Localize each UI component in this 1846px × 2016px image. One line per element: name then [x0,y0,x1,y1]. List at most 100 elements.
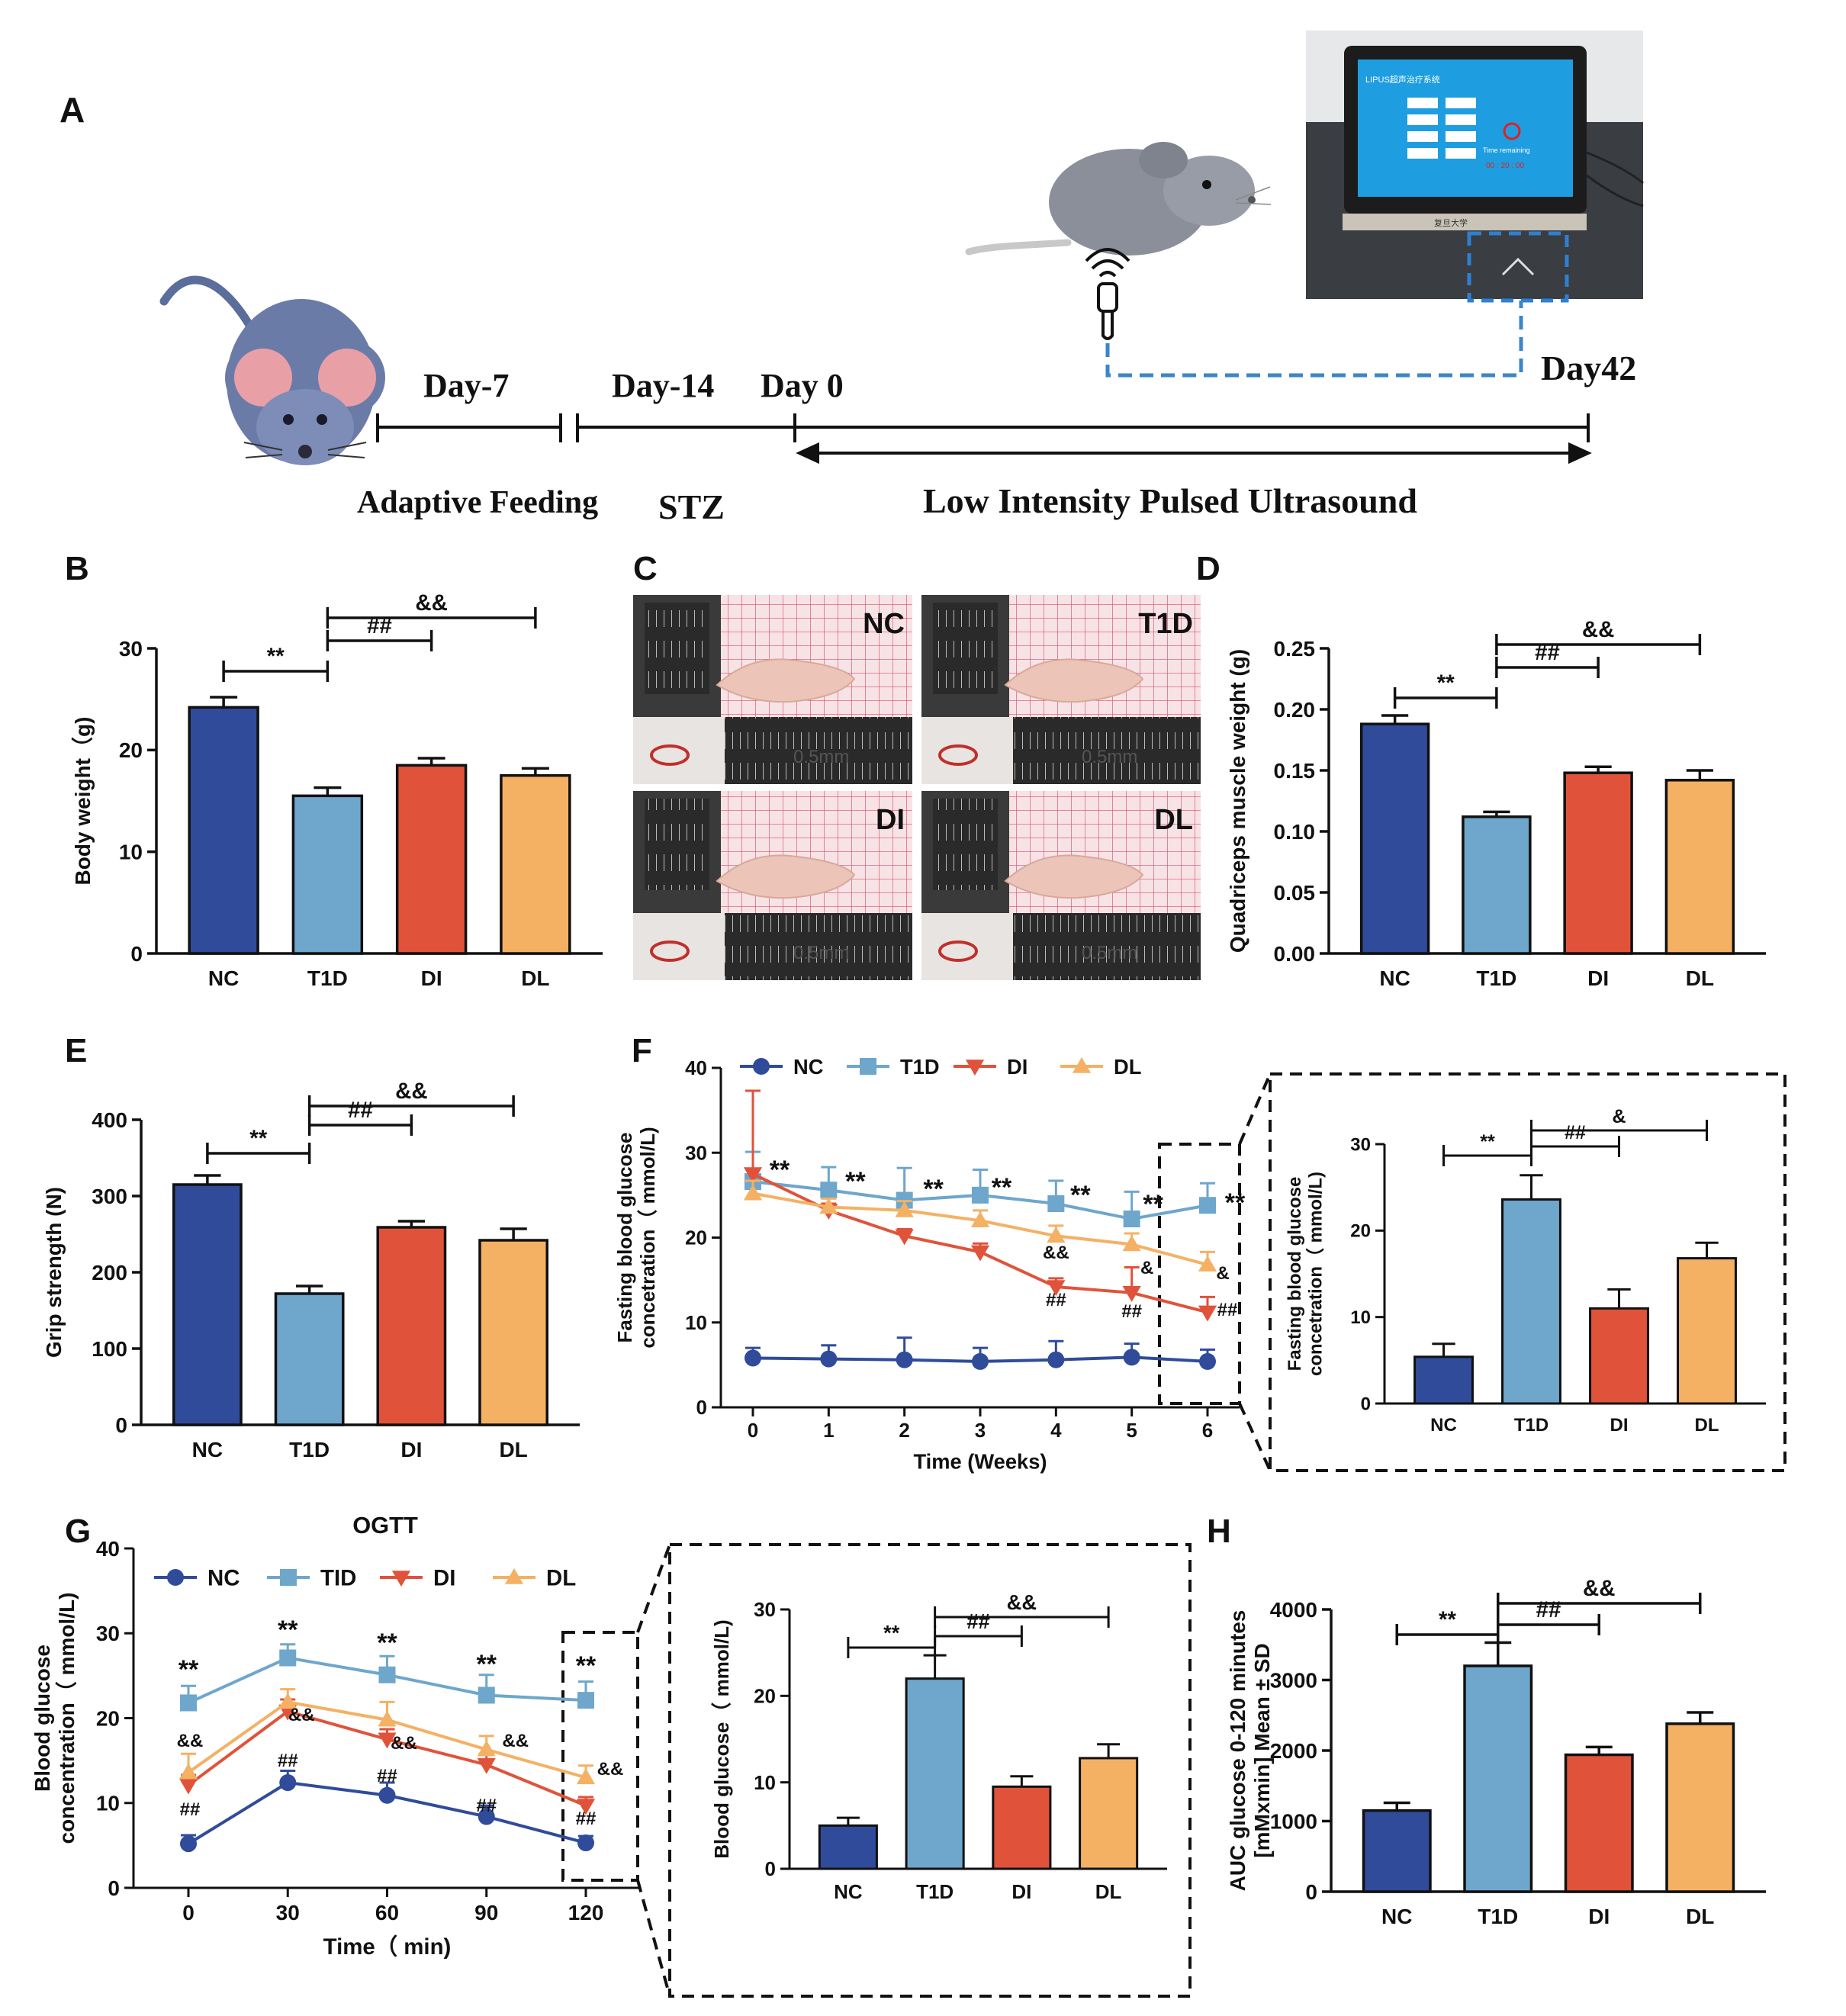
x-tick-label: 0 [748,1419,758,1442]
chart-title: OGTT [352,1512,418,1539]
x-tick-label: DI [1011,1880,1031,1903]
point-marker [820,1350,838,1368]
x-tick-label: T1D [1514,1415,1549,1436]
legend-item-nc: NC [154,1566,240,1591]
point-marker [278,1693,297,1709]
significance-bracket [206,1143,311,1164]
label-phase-adaptive: Adaptive Feeding [357,485,598,520]
point-marker [504,1567,524,1584]
photo-scale-label: 0.5mm [1082,747,1137,767]
lipus-device-photo: LIPUS超声治疗系统 Time remaining 00 : 20 : 00 … [1306,31,1644,303]
panel-a: A [59,31,1644,526]
legend-label: DL [1114,1055,1141,1079]
significance-bracket [307,1095,515,1117]
x-tick-label: 0 [182,1901,195,1924]
muscle-sample [1004,658,1144,703]
significance-bracket [1497,1614,1600,1635]
significance-bracket [307,1114,413,1136]
y-axis-label: concentration（ mmol/L) [54,1593,79,1844]
point-marker [378,1710,397,1727]
point-annotation: ** [178,1655,199,1684]
chart-g: 0 10 20 30 40 Blood glucose concentration（ mmo… [31,1512,641,1960]
x-tick-label: NC [1430,1415,1457,1436]
y-axis-label: [mMxmin] Mean ± SD [1250,1643,1274,1857]
x-tick-label: DI [1588,1905,1610,1928]
y-tick-label: 0.05 [1274,881,1316,905]
label-day0: Day 0 [761,367,844,404]
y-tick-label: 3000 [1270,1668,1317,1692]
bar-di [395,764,468,955]
y-tick-label: 10 [685,1311,707,1334]
bar-di [376,1226,447,1426]
photo-label: DL [1154,804,1193,836]
point-marker [965,1059,985,1076]
significance-bracket [222,661,330,682]
significance-label: ** [267,644,285,669]
y-tick-label: 0 [1305,1880,1317,1904]
mouse-illustration-right [965,142,1272,256]
panel-label-g: G [65,1513,91,1550]
point-marker [860,1058,876,1075]
bar-t1d [1462,815,1532,955]
point-annotation: ## [278,1751,298,1771]
bar-dl [1665,1722,1735,1893]
panel-label-b: B [65,550,89,587]
photo-scale-label: 0.5mm [1082,943,1137,963]
legend-item-dl: DL [1060,1055,1141,1079]
y-tick-label: 20 [119,738,143,762]
point-marker [753,1058,770,1075]
inset-frame-f [1158,1072,1787,1472]
x-tick-label: DI [400,1438,422,1461]
point-marker [743,1184,763,1201]
point-annotation: ** [377,1629,397,1657]
probe-connection-line [1105,301,1523,378]
chart-d: 0.00 0.05 0.10 0.15 0.20 0.25 Quadriceps muscl… [1226,617,1766,990]
bar-nc [188,706,259,955]
panel-c: C 0.5mm NC 0.5mm T1D 0.5mm DI 0.5mm DL [633,550,1201,980]
point-annotation: ** [477,1650,497,1679]
legend-label: T1D [900,1055,940,1079]
significance-label: ## [1565,1122,1586,1143]
significance-label: && [1583,1576,1615,1601]
y-tick-label: 1000 [1270,1809,1317,1833]
point-marker [576,1768,596,1785]
label-phase-stz: STZ [658,487,725,526]
device-brand: 复旦大学 [1434,217,1468,228]
significance-bracket [1495,657,1600,678]
legend-label: DI [433,1566,455,1591]
point-annotation: ## [1046,1290,1066,1310]
significance-label: & [1612,1106,1626,1127]
mouse-illustration-left [159,275,385,465]
muscle-sample [716,658,856,703]
legend-label: NC [207,1566,240,1591]
point-annotation: ** [992,1173,1012,1202]
y-tick-label: 0 [696,1396,707,1419]
x-tick-label: 3 [975,1419,986,1442]
point-marker [178,1763,198,1780]
bar-nc [1362,1809,1432,1893]
significance-label: && [415,590,447,616]
y-axis-label: Quadriceps muscle weight (g) [1226,649,1249,953]
y-tick-label: 200 [92,1261,127,1285]
point-marker [1123,1211,1140,1228]
y-tick-label: 40 [96,1537,120,1561]
x-tick-label: T1D [1478,1905,1518,1928]
y-tick-label: 4000 [1270,1598,1317,1622]
x-tick-label: DL [1686,1905,1714,1928]
point-marker [820,1182,838,1199]
point-annotation: ** [770,1156,790,1185]
bar-nc [818,1824,878,1870]
photo-t1d: 0.5mm T1D [921,595,1201,784]
inset-frame-g [561,1543,1192,1998]
y-axis-label: Blood glucose（ mmol/L) [710,1619,733,1858]
bar-nc [1413,1355,1474,1405]
x-tick-label: DL [1686,966,1714,990]
legend-item-di: DI [380,1566,455,1591]
significance-bracket [1497,1593,1702,1614]
photo-scale-label: 0.5mm [793,943,849,963]
legend-label: NC [793,1055,823,1079]
point-marker [180,1694,197,1712]
y-tick-label: 30 [1350,1134,1371,1155]
